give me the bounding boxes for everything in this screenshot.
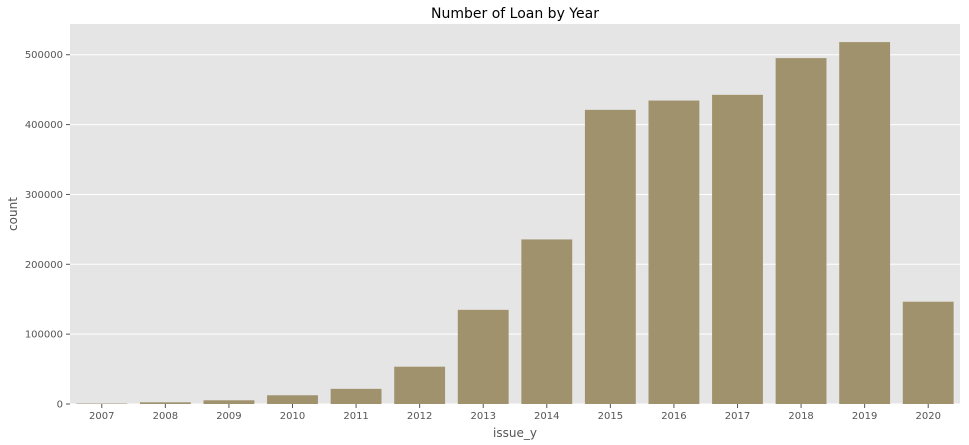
y-tick-label: 0: [57, 400, 63, 411]
x-tick-label: 2016: [661, 411, 686, 422]
y-tick-label: 400000: [25, 120, 63, 131]
bars: [76, 42, 954, 405]
x-tick-label: 2009: [216, 411, 241, 422]
y-tick-label: 300000: [25, 190, 63, 201]
bar-2011: [330, 388, 382, 404]
x-tick-label: 2008: [153, 411, 178, 422]
chart-title: Number of Loan by Year: [431, 6, 599, 22]
bar-2014: [521, 239, 573, 404]
bar-2019: [839, 42, 891, 404]
y-tick-label: 100000: [25, 330, 63, 341]
y-axis-title: count: [6, 197, 20, 231]
x-tick-label: 2013: [470, 411, 495, 422]
bar-2009: [203, 400, 255, 404]
y-tick-label: 200000: [25, 260, 63, 271]
bar-2013: [457, 309, 509, 404]
x-tick-label: 2017: [725, 411, 750, 422]
bar-2010: [267, 395, 318, 404]
bar-2020: [902, 301, 954, 404]
x-tick-label: 2015: [598, 411, 623, 422]
bar-2008: [139, 402, 191, 404]
x-tick-label: 2010: [280, 411, 305, 422]
x-axis-title: issue_y: [493, 426, 537, 440]
x-tick-label: 2020: [915, 411, 940, 422]
bar-2015: [584, 109, 636, 404]
x-tick-label: 2014: [534, 411, 559, 422]
bar-2017: [712, 94, 763, 405]
x-tick-label: 2012: [407, 411, 432, 422]
y-tick-label: 500000: [25, 50, 63, 61]
x-tick-label: 2011: [343, 411, 368, 422]
bar-2018: [775, 58, 827, 405]
bar-2012: [394, 366, 446, 404]
x-axis: 2007 2008 2009 2010 2011 2012 2013 2014 2015 2016…: [89, 404, 941, 422]
x-tick-label: 2018: [788, 411, 813, 422]
x-tick-label: 2007: [89, 411, 114, 422]
x-tick-label: 2019: [852, 411, 877, 422]
y-axis: 0 100000 200000 300000 400000 500000: [25, 50, 70, 411]
bar-2016: [648, 100, 700, 404]
